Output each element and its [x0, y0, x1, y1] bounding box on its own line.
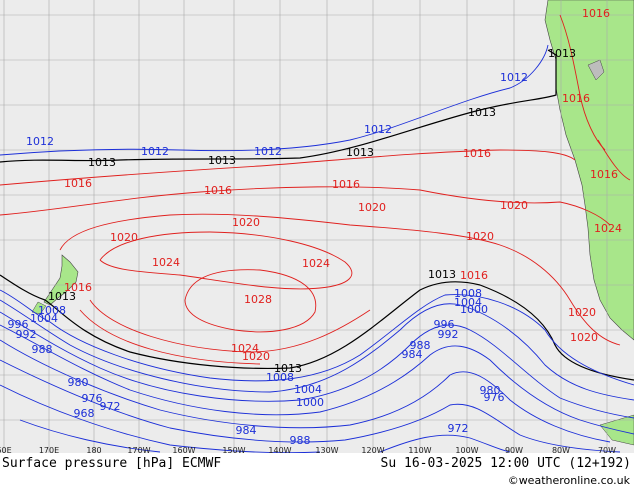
label-1016-c: 1016: [332, 178, 360, 191]
label-1020-b: 1020: [110, 231, 138, 244]
label-1020-g: 1020: [568, 306, 596, 319]
label-1024-c: 1024: [231, 342, 259, 355]
map-title: Surface pressure [hPa] ECMWF: [2, 456, 222, 471]
label-1008-b: 1008: [38, 304, 66, 317]
label-1012-east: 1012: [500, 71, 528, 84]
label-1016-f: 1016: [460, 269, 488, 282]
label-1016-d: 1016: [463, 147, 491, 160]
label-1024-andes: 1024: [594, 222, 622, 235]
longitude-tick: 140W: [268, 446, 291, 455]
longitude-tick: 160W: [172, 446, 195, 455]
label-1004-b: 1004: [30, 312, 58, 325]
longitude-tick: 180: [86, 446, 101, 455]
label-1024-a: 1024: [152, 256, 180, 269]
label-1013-c: 1013: [346, 146, 374, 159]
label-1013-top: 1013: [548, 47, 576, 60]
label-972-b: 972: [448, 422, 469, 435]
longitude-tick: 120W: [361, 446, 384, 455]
longitude-tick: 80W: [552, 446, 570, 455]
label-1012-b: 1012: [141, 145, 169, 158]
label-1004-c: 1004: [294, 383, 322, 396]
longitude-tick: 100W: [455, 446, 478, 455]
label-980-b: 980: [480, 384, 501, 397]
pressure-map: 60E 170E 180 170W 160W 150W 140W 130W 120W 110W 10…: [0, 0, 634, 455]
longitude-tick: 150W: [222, 446, 245, 455]
label-1013-d: 1013: [468, 106, 496, 119]
label-1020-c: 1020: [358, 201, 386, 214]
label-1024-b: 1024: [302, 257, 330, 270]
label-984-a: 984: [402, 348, 423, 361]
label-1013-f: 1013: [274, 362, 302, 375]
longitude-tick: 90W: [505, 446, 523, 455]
label-988-c: 988: [290, 434, 311, 447]
label-1013-a: 1013: [88, 156, 116, 169]
high-pressure-isobars: [0, 14, 631, 365]
label-992-a: 992: [438, 328, 459, 341]
label-1020-a: 1020: [232, 216, 260, 229]
low-pressure-isobars: [0, 44, 634, 454]
label-1008-c: 1008: [266, 371, 294, 384]
label-996-a: 996: [434, 318, 455, 331]
longitude-tick: 170W: [127, 446, 150, 455]
label-1013-b: 1013: [208, 154, 236, 167]
label-988-b: 988: [32, 343, 53, 356]
label-1013-e: 1013: [428, 268, 456, 281]
label-1013-nz: 1013: [48, 290, 76, 303]
label-1020-h: 1020: [570, 331, 598, 344]
label-1012-d: 1012: [364, 123, 392, 136]
label-1016-chile: 1016: [562, 92, 590, 105]
label-1000-a: 1000: [460, 303, 488, 316]
grid-lines: [0, 0, 634, 455]
longitude-tick: 70W: [598, 446, 616, 455]
label-1020-e: 1020: [466, 230, 494, 243]
label-1028: 1028: [244, 293, 272, 306]
label-1012-west: 1012: [26, 135, 54, 148]
label-1004-a: 1004: [454, 296, 482, 309]
longitude-tick: 130W: [315, 446, 338, 455]
label-1016-a: 1016: [64, 177, 92, 190]
new-zealand-land: [31, 254, 79, 315]
label-1016-b: 1016: [204, 184, 232, 197]
credit-link[interactable]: ©weatheronline.co.uk: [507, 474, 630, 487]
label-976-b: 976: [484, 391, 505, 404]
label-1008-a: 1008: [454, 287, 482, 300]
label-984-b: 984: [236, 424, 257, 437]
longitude-tick: 110W: [408, 446, 431, 455]
label-1012-c: 1012: [254, 145, 282, 158]
label-992-b: 992: [16, 328, 37, 341]
standard-isobars: [0, 49, 634, 381]
label-968: 968: [74, 407, 95, 420]
label-1016-chile-top: 1016: [582, 7, 610, 20]
label-996-b: 996: [8, 318, 29, 331]
label-1016-e: 1016: [590, 168, 618, 181]
label-1016-nz: 1016: [64, 281, 92, 294]
label-988-a: 988: [410, 339, 431, 352]
label-1000-b: 1000: [296, 396, 324, 409]
label-976-a: 976: [82, 392, 103, 405]
longitude-tick: 170E: [39, 446, 59, 455]
label-1020-f: 1020: [242, 350, 270, 363]
label-972-a: 972: [100, 400, 121, 413]
label-980-a: 980: [68, 376, 89, 389]
forecast-timestamp: Su 16-03-2025 12:00 UTC (12+192): [380, 456, 631, 471]
longitude-ticks: 60E 170E 180 170W 160W 150W 140W 130W 120W 110W 10…: [0, 446, 616, 455]
footer: Surface pressure [hPa] ECMWF Su 16-03-20…: [0, 453, 634, 490]
longitude-tick: 60E: [0, 446, 12, 455]
label-1020-d: 1020: [500, 199, 528, 212]
